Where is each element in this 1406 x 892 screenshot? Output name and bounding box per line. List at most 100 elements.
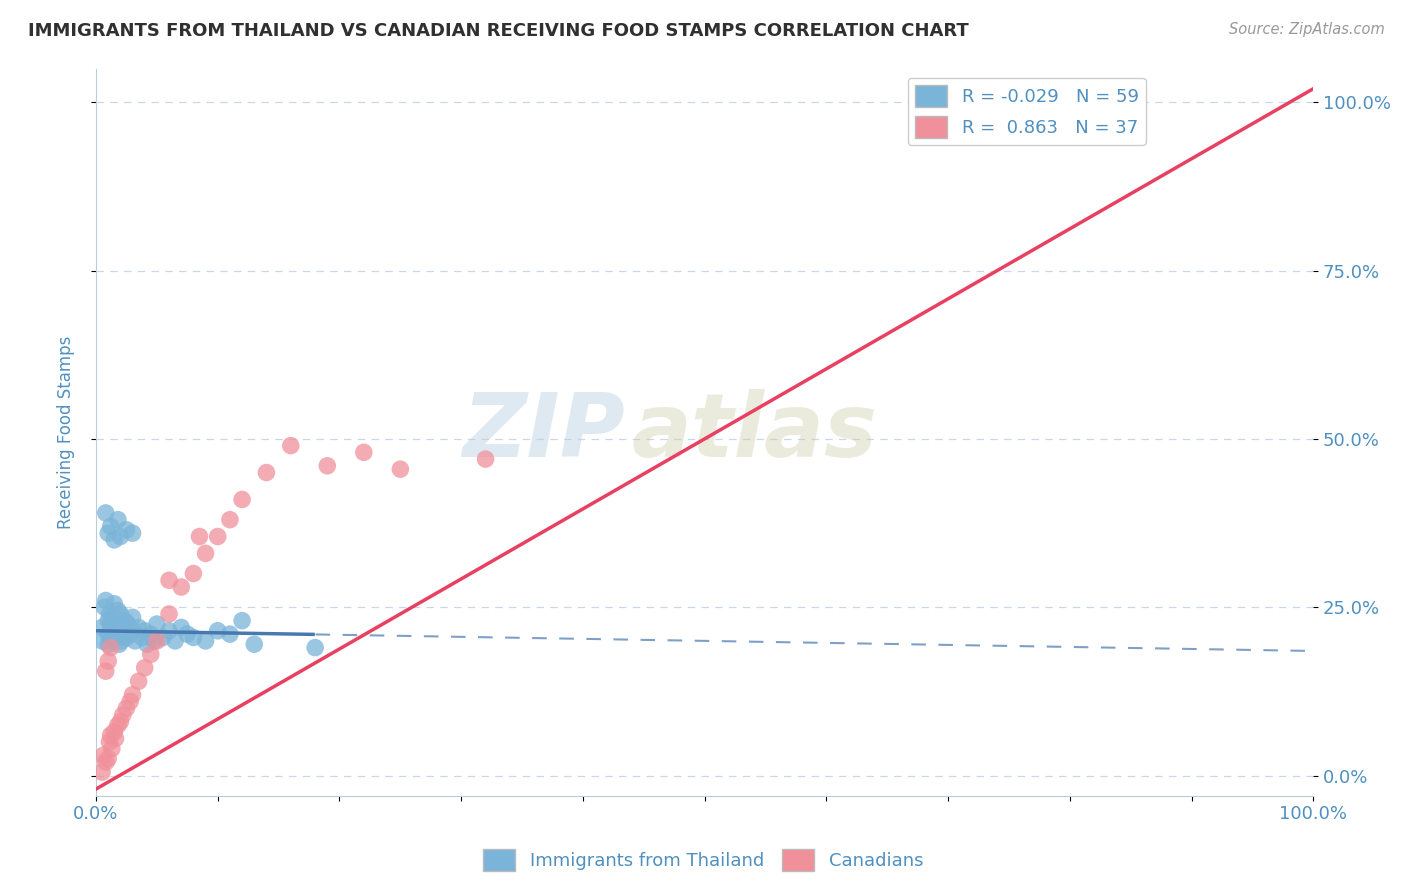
- Point: [91, 620, 114, 634]
- Point: [97, 526, 120, 541]
- Point: [105, 627, 128, 641]
- Point: [100, 617, 122, 632]
- Point: [103, 624, 125, 638]
- Point: [97, 637, 120, 651]
- Legend: R = -0.029   N = 59, R =  0.863   N = 37: R = -0.029 N = 59, R = 0.863 N = 37: [908, 78, 1146, 145]
- Point: [134, 624, 156, 638]
- Point: [100, 728, 122, 742]
- Point: [91, 748, 114, 763]
- Text: atlas: atlas: [631, 389, 877, 475]
- Point: [115, 631, 138, 645]
- Point: [219, 627, 242, 641]
- Point: [101, 633, 124, 648]
- Point: [353, 445, 375, 459]
- Point: [121, 610, 143, 624]
- Point: [107, 614, 129, 628]
- Point: [98, 607, 121, 621]
- Point: [207, 529, 229, 543]
- Point: [128, 674, 150, 689]
- Point: [176, 627, 198, 641]
- Point: [107, 513, 129, 527]
- Point: [94, 506, 117, 520]
- Text: ZIP: ZIP: [463, 389, 626, 475]
- Point: [231, 492, 253, 507]
- Point: [107, 718, 129, 732]
- Point: [104, 620, 127, 634]
- Point: [97, 614, 120, 628]
- Point: [97, 654, 120, 668]
- Point: [152, 631, 174, 645]
- Point: [93, 600, 115, 615]
- Point: [98, 735, 121, 749]
- Point: [170, 620, 193, 634]
- Point: [128, 620, 150, 634]
- Point: [121, 624, 143, 638]
- Point: [280, 439, 302, 453]
- Point: [316, 458, 339, 473]
- Point: [115, 523, 138, 537]
- Point: [100, 519, 122, 533]
- Point: [107, 604, 129, 618]
- Point: [110, 607, 132, 621]
- Point: [110, 633, 132, 648]
- Point: [115, 701, 138, 715]
- Point: [146, 617, 169, 632]
- Point: [207, 624, 229, 638]
- Point: [97, 752, 120, 766]
- Point: [110, 714, 132, 729]
- Point: [91, 633, 114, 648]
- Point: [94, 593, 117, 607]
- Point: [120, 627, 142, 641]
- Point: [389, 462, 412, 476]
- Point: [194, 546, 217, 560]
- Point: [131, 631, 153, 645]
- Legend: Immigrants from Thailand, Canadians: Immigrants from Thailand, Canadians: [475, 842, 931, 879]
- Point: [219, 513, 242, 527]
- Point: [139, 648, 162, 662]
- Point: [134, 661, 156, 675]
- Point: [157, 574, 180, 588]
- Point: [183, 631, 205, 645]
- Point: [112, 624, 135, 638]
- Point: [97, 627, 120, 641]
- Point: [104, 731, 127, 746]
- Point: [103, 724, 125, 739]
- Point: [146, 633, 169, 648]
- Point: [94, 664, 117, 678]
- Point: [114, 614, 136, 628]
- Point: [100, 631, 122, 645]
- Point: [117, 617, 139, 632]
- Point: [143, 633, 166, 648]
- Point: [194, 633, 217, 648]
- Point: [120, 694, 142, 708]
- Point: [474, 452, 496, 467]
- Point: [243, 637, 266, 651]
- Point: [103, 597, 125, 611]
- Point: [124, 633, 146, 648]
- Point: [254, 466, 277, 480]
- Point: [94, 755, 117, 769]
- Point: [101, 610, 124, 624]
- Point: [157, 624, 180, 638]
- Point: [170, 580, 193, 594]
- Point: [101, 741, 124, 756]
- Point: [111, 708, 134, 723]
- Point: [165, 633, 187, 648]
- Point: [157, 607, 180, 621]
- Point: [101, 624, 124, 638]
- Point: [231, 614, 253, 628]
- Text: IMMIGRANTS FROM THAILAND VS CANADIAN RECEIVING FOOD STAMPS CORRELATION CHART: IMMIGRANTS FROM THAILAND VS CANADIAN REC…: [28, 22, 969, 40]
- Point: [110, 529, 132, 543]
- Point: [188, 529, 211, 543]
- Point: [304, 640, 326, 655]
- Point: [121, 526, 143, 541]
- Point: [108, 637, 131, 651]
- Point: [91, 765, 114, 780]
- Point: [111, 620, 134, 634]
- Point: [139, 627, 162, 641]
- Y-axis label: Receiving Food Stamps: Receiving Food Stamps: [58, 335, 75, 529]
- Point: [136, 637, 159, 651]
- Point: [183, 566, 205, 581]
- Point: [103, 533, 125, 547]
- Point: [121, 688, 143, 702]
